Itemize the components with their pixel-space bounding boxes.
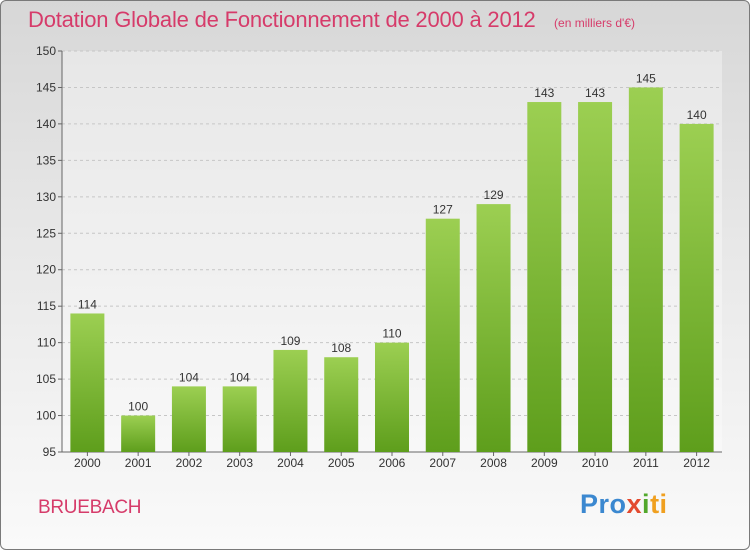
x-tick-label: 2002 xyxy=(176,456,203,470)
chart-subtitle: (en milliers d'€) xyxy=(554,16,636,30)
bar xyxy=(425,218,460,452)
bar xyxy=(679,123,714,452)
bar xyxy=(476,204,511,452)
bar-value-label: 114 xyxy=(78,297,97,311)
y-tick-label: 140 xyxy=(36,117,56,131)
bar-value-label: 127 xyxy=(433,203,453,217)
y-tick-label: 110 xyxy=(37,336,56,350)
logo-part-2: x xyxy=(626,489,643,519)
chart-title: Dotation Globale de Fonctionnement de 20… xyxy=(28,7,536,32)
y-tick-label: 135 xyxy=(36,153,56,167)
x-tick-label: 2001 xyxy=(125,456,152,470)
bar xyxy=(70,313,105,452)
y-tick-label: 120 xyxy=(36,263,56,277)
x-tick-label: 2006 xyxy=(379,456,406,470)
bar-value-label: 108 xyxy=(331,341,351,355)
y-tick-label: 150 xyxy=(36,44,56,58)
x-tick-label: 2000 xyxy=(74,456,101,470)
bar xyxy=(121,415,156,452)
logo-part-4: ti xyxy=(650,489,668,519)
bar xyxy=(222,386,257,452)
y-tick-label: 95 xyxy=(43,445,57,459)
x-tick-label: 2010 xyxy=(582,456,609,470)
logo-part-1: Pro xyxy=(580,489,627,519)
y-tick-label: 100 xyxy=(36,409,56,423)
bar-value-label: 145 xyxy=(636,71,656,85)
bar xyxy=(273,349,308,452)
x-tick-label: 2003 xyxy=(226,456,253,470)
bar-value-label: 109 xyxy=(280,334,300,348)
x-tick-label: 2007 xyxy=(429,456,456,470)
commune-name: BRUEBACH xyxy=(38,497,142,518)
bar xyxy=(375,342,409,452)
bar-value-label: 143 xyxy=(534,86,554,100)
bar xyxy=(578,102,613,452)
x-tick-label: 2008 xyxy=(480,456,507,470)
y-tick-label: 130 xyxy=(36,190,56,204)
bar xyxy=(171,386,206,452)
bar-value-label: 140 xyxy=(687,108,707,122)
logo-part-3: i xyxy=(642,489,651,519)
bar-value-label: 143 xyxy=(585,86,605,100)
y-tick-label: 145 xyxy=(36,80,56,94)
x-tick-label: 2012 xyxy=(683,456,710,470)
bar-value-label: 104 xyxy=(230,370,250,384)
y-tick-label: 125 xyxy=(36,226,56,240)
bar-value-label: 129 xyxy=(484,188,504,202)
bar-value-label: 110 xyxy=(382,327,401,341)
chart-title-block: Dotation Globale de Fonctionnement de 20… xyxy=(28,7,635,33)
proxiti-logo: Proxiti xyxy=(580,489,668,520)
x-tick-label: 2005 xyxy=(328,456,355,470)
bar-value-label: 104 xyxy=(179,370,199,384)
x-tick-label: 2004 xyxy=(277,456,304,470)
bar xyxy=(628,87,663,453)
y-tick-label: 115 xyxy=(37,299,56,313)
y-tick-label: 105 xyxy=(36,372,56,386)
bar xyxy=(324,357,359,452)
bar-value-label: 100 xyxy=(128,400,148,414)
x-tick-label: 2011 xyxy=(633,456,659,470)
x-tick-label: 2009 xyxy=(531,456,558,470)
bar xyxy=(527,102,562,452)
